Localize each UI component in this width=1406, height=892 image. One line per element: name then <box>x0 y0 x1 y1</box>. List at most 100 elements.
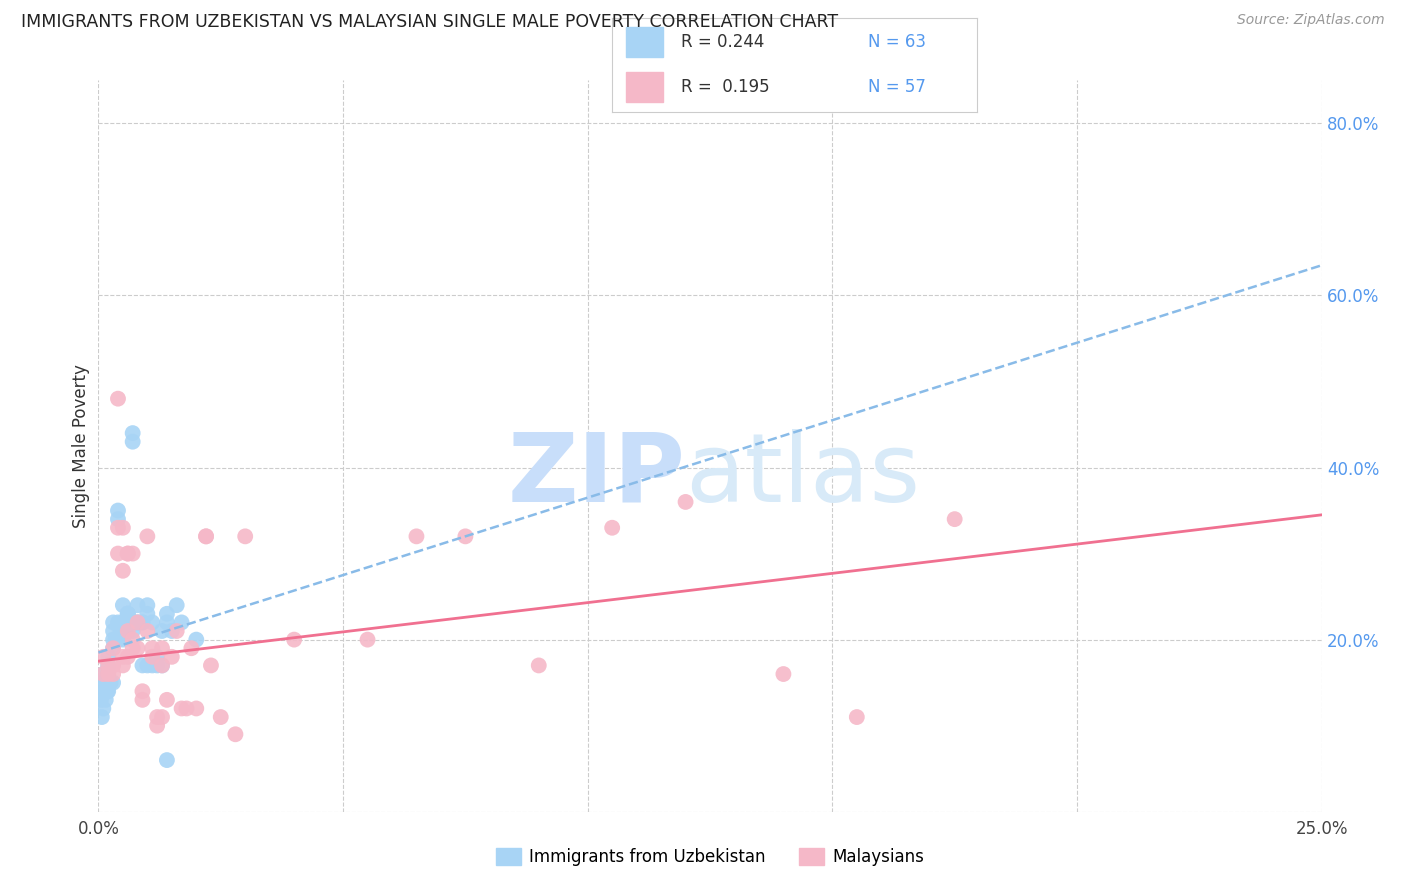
Point <box>117 607 139 621</box>
Point <box>101 632 124 647</box>
Text: R = 0.244: R = 0.244 <box>681 33 765 51</box>
Point <box>146 658 169 673</box>
Point <box>356 632 378 647</box>
Point <box>150 624 173 638</box>
Point <box>91 667 114 681</box>
Point <box>101 615 124 630</box>
Point <box>131 658 153 673</box>
Point <box>114 624 136 638</box>
Point <box>160 624 183 638</box>
Point <box>94 693 117 707</box>
Point <box>91 667 114 681</box>
Point <box>107 392 129 406</box>
Point <box>101 667 124 681</box>
Text: N = 57: N = 57 <box>868 78 925 95</box>
Point <box>454 529 477 543</box>
Bar <box>626 28 662 57</box>
Point <box>121 434 143 449</box>
Point <box>91 701 114 715</box>
Point <box>527 658 550 673</box>
Point <box>141 615 163 630</box>
Point <box>845 710 868 724</box>
Point <box>209 710 232 724</box>
Bar <box>626 72 662 103</box>
Point <box>107 547 129 561</box>
Point <box>141 649 163 664</box>
Point <box>121 641 143 656</box>
Point <box>200 658 222 673</box>
Point <box>166 598 188 612</box>
Point <box>117 624 139 638</box>
Point <box>111 598 134 612</box>
Point <box>121 426 143 441</box>
Legend: Immigrants from Uzbekistan, Malaysians: Immigrants from Uzbekistan, Malaysians <box>489 841 931 873</box>
Point <box>146 649 169 664</box>
Point <box>195 529 218 543</box>
Point <box>180 641 202 656</box>
Point <box>127 615 149 630</box>
Point <box>117 649 139 664</box>
Point <box>136 598 159 612</box>
Point <box>117 607 139 621</box>
Point <box>127 641 149 656</box>
Text: N = 63: N = 63 <box>868 33 925 51</box>
Point <box>176 701 198 715</box>
Point <box>170 701 193 715</box>
Point <box>224 727 246 741</box>
Point <box>283 632 305 647</box>
Point <box>94 675 117 690</box>
Point <box>117 615 139 630</box>
Point <box>100 675 122 690</box>
Point <box>111 521 134 535</box>
Point <box>111 615 134 630</box>
Point <box>107 521 129 535</box>
Point <box>101 675 124 690</box>
Point <box>91 684 114 698</box>
Text: R =  0.195: R = 0.195 <box>681 78 769 95</box>
Point <box>117 547 139 561</box>
Point <box>107 632 129 647</box>
Point <box>131 684 153 698</box>
Point <box>146 710 169 724</box>
Point <box>150 658 173 673</box>
Text: Source: ZipAtlas.com: Source: ZipAtlas.com <box>1237 13 1385 28</box>
Point <box>772 667 794 681</box>
Point <box>156 753 179 767</box>
Point <box>136 529 159 543</box>
Point <box>97 684 120 698</box>
Point <box>150 658 173 673</box>
Point <box>131 615 153 630</box>
Point <box>405 529 427 543</box>
Point <box>150 710 173 724</box>
Point <box>195 529 218 543</box>
Point <box>121 547 143 561</box>
Point <box>111 615 134 630</box>
Point <box>160 649 183 664</box>
Point <box>150 641 173 656</box>
Point <box>127 615 149 630</box>
Point <box>156 615 179 630</box>
Point <box>101 641 124 656</box>
Point <box>166 624 188 638</box>
Point <box>121 632 143 647</box>
Point <box>186 632 208 647</box>
Point <box>90 693 112 707</box>
Point <box>97 658 120 673</box>
Point <box>131 693 153 707</box>
Text: IMMIGRANTS FROM UZBEKISTAN VS MALAYSIAN SINGLE MALE POVERTY CORRELATION CHART: IMMIGRANTS FROM UZBEKISTAN VS MALAYSIAN … <box>21 13 838 31</box>
Y-axis label: Single Male Poverty: Single Male Poverty <box>72 364 90 528</box>
Point <box>156 607 179 621</box>
Point <box>101 658 124 673</box>
Point <box>107 503 129 517</box>
Point <box>233 529 256 543</box>
Point <box>131 615 153 630</box>
Point <box>136 624 159 638</box>
Point <box>127 598 149 612</box>
Point <box>600 521 623 535</box>
Point <box>107 512 129 526</box>
Point <box>97 675 120 690</box>
Point <box>117 607 139 621</box>
Point <box>141 641 163 656</box>
Point <box>111 632 134 647</box>
Point <box>111 564 134 578</box>
